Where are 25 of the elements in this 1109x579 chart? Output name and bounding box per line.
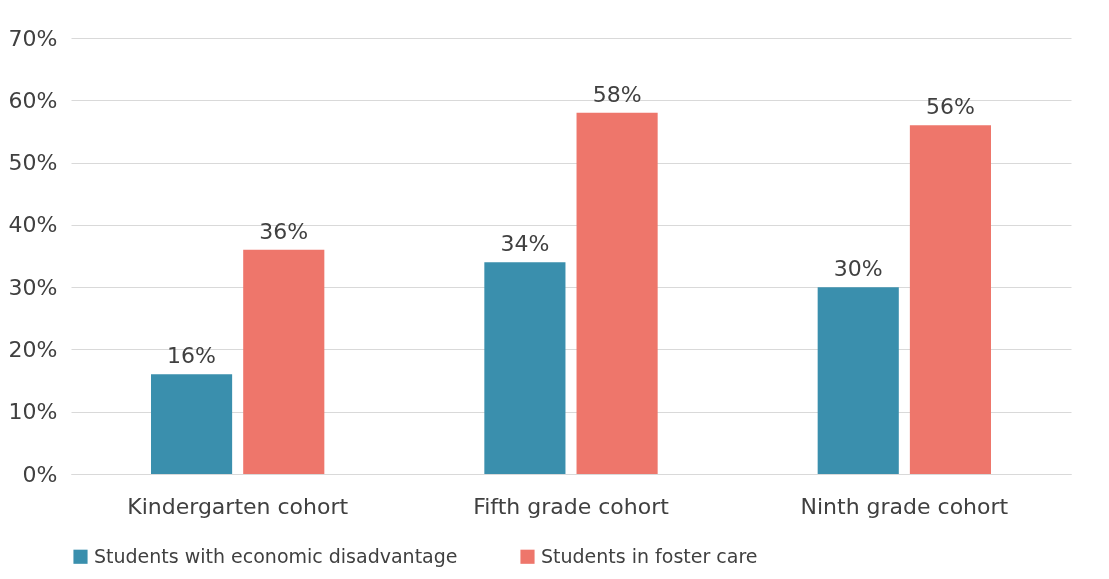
data-label: 36% (259, 218, 309, 244)
y-tick-label: 70% (8, 25, 58, 51)
data-label: 16% (167, 343, 217, 369)
y-tick-label: 0% (22, 461, 58, 487)
bar (484, 262, 566, 474)
y-tick-label: 50% (8, 150, 58, 176)
y-tick-label: 20% (8, 336, 58, 362)
y-tick-label: 10% (8, 399, 58, 425)
data-label: 58% (592, 81, 642, 107)
x-tick-label: Ninth grade cohort (800, 493, 1009, 519)
bar (576, 112, 658, 474)
y-tick-label: 60% (8, 87, 58, 113)
x-tick-label: Fifth grade cohort (473, 493, 670, 519)
legend-label: Students in foster care (541, 544, 758, 567)
bar (817, 287, 899, 474)
y-tick-label: 30% (8, 274, 58, 300)
data-label: 34% (500, 231, 550, 257)
x-tick-label: Kindergarten cohort (127, 493, 349, 519)
data-label: 56% (925, 94, 975, 120)
legend-label: Students with economic disadvantage (94, 544, 458, 567)
data-label: 30% (833, 256, 883, 282)
bar (151, 374, 233, 474)
bar (243, 249, 325, 474)
y-tick-label: 40% (8, 212, 58, 238)
bar (909, 125, 991, 474)
